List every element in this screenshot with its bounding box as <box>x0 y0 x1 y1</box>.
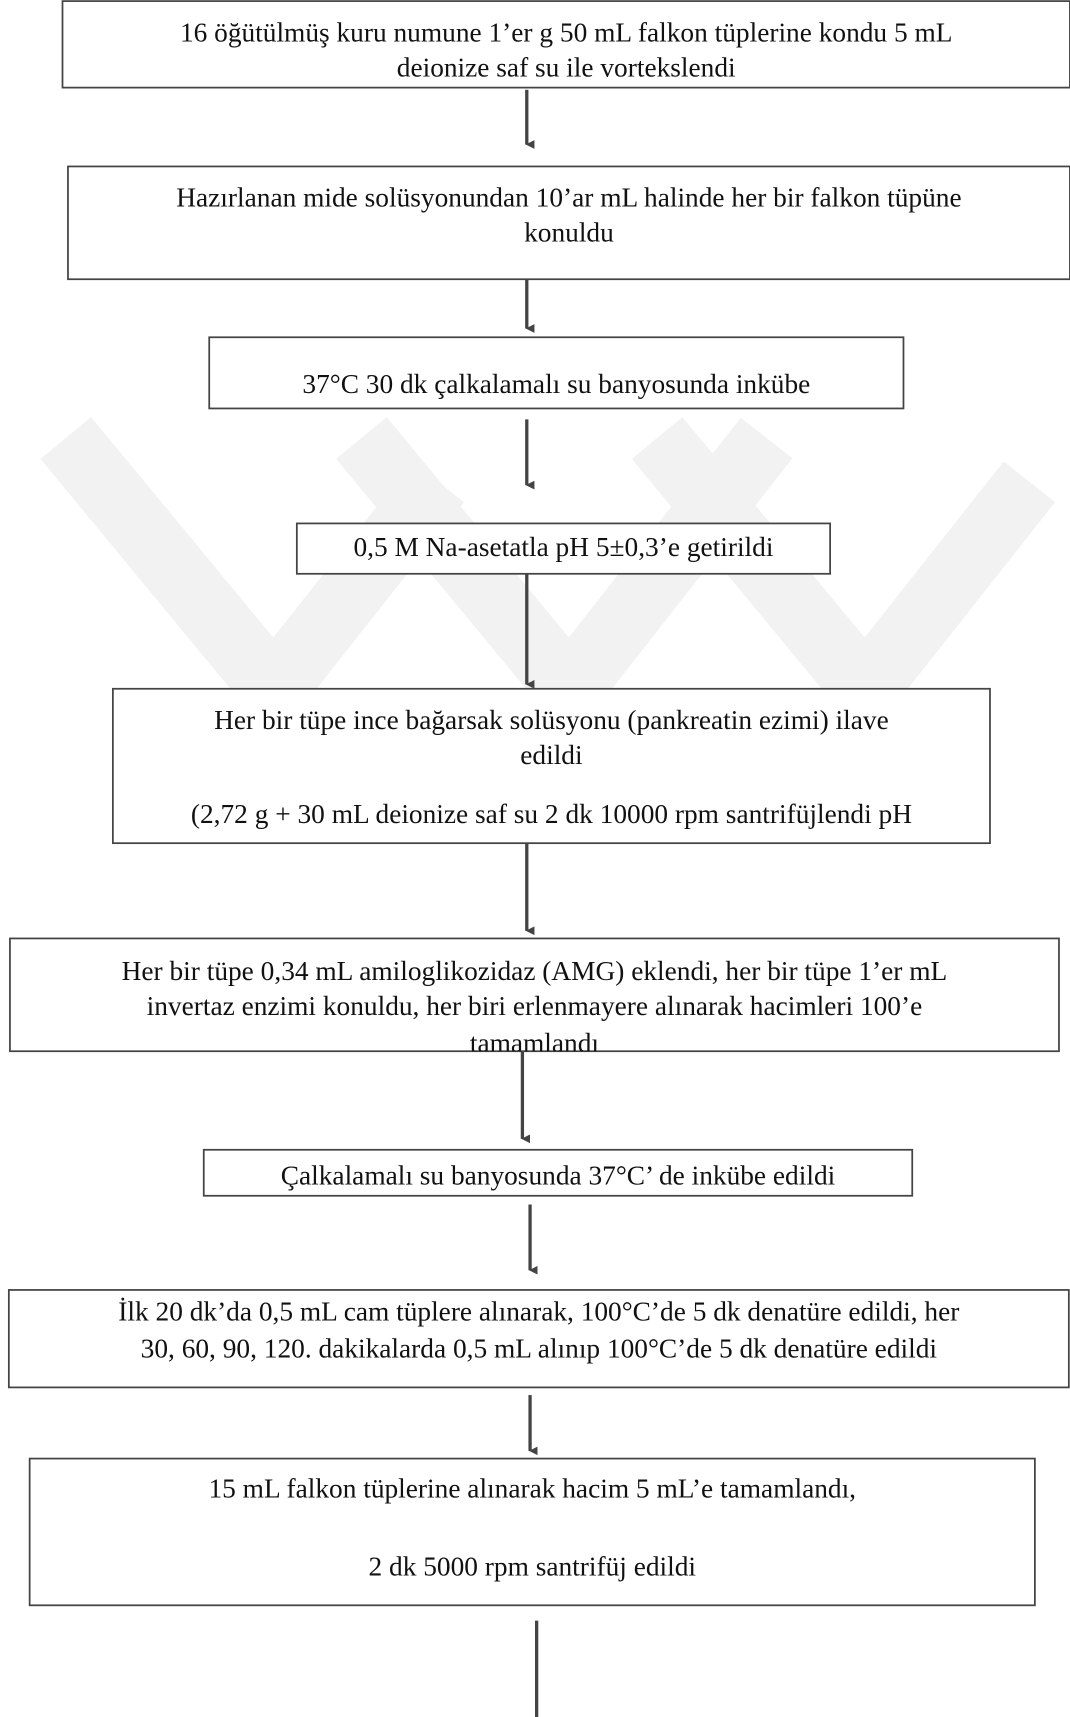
step-line: 0,5 M Na-asetatla pH 5±0,3’e getirildi <box>353 532 773 562</box>
step-line: 15 mL falkon tüplerine alınarak hacim 5 … <box>208 1474 856 1504</box>
step-line: invertaz enzimi konuldu, her biri erlenm… <box>147 991 923 1021</box>
step-line: edildi <box>520 740 583 770</box>
step-line: Her bir tüpe 0,34 mL amiloglikozidaz (AM… <box>122 956 948 986</box>
step-box <box>61 0 1070 89</box>
step-box <box>9 937 1060 1053</box>
step-box <box>202 1148 914 1197</box>
step: Her bir tüpe ince bağarsak solüsyonu (pa… <box>111 687 991 845</box>
step-line: Hazırlanan mide solüsyonundan 10’ar mL h… <box>176 183 961 213</box>
arrows <box>520 89 539 1717</box>
step: İlk 20 dk’da 0,5 mL cam tüplere alınarak… <box>7 1289 1070 1389</box>
step-text: Her bir tüpe 0,34 mL amiloglikozidaz (AM… <box>122 956 948 1058</box>
step-line: konuldu <box>524 218 614 248</box>
step-line: deionize saf su ile vortekslendi <box>397 52 736 82</box>
step: 0,5 M Na-asetatla pH 5±0,3’e getirildi <box>295 522 831 575</box>
step-line: Her bir tüpe ince bağarsak solüsyonu (pa… <box>214 705 889 735</box>
step-box <box>28 1457 1036 1607</box>
steps: 16 öğütülmüş kuru numune 1’er g 50 mL fa… <box>7 0 1070 1607</box>
step-line: 2 dk 5000 rpm santrifüj edildi <box>369 1551 697 1581</box>
step-box <box>7 1289 1070 1389</box>
step-line: tamamlandı <box>470 1028 600 1058</box>
step-box <box>208 336 905 410</box>
step: 37°C 30 dk çalkalamalı su banyosunda ink… <box>208 336 905 410</box>
step-box <box>67 165 1070 281</box>
step: Çalkalamalı su banyosunda 37°C’ de inküb… <box>202 1148 914 1197</box>
step-line: İlk 20 dk’da 0,5 mL cam tüplere alınarak… <box>118 1296 959 1326</box>
step-box <box>295 522 831 575</box>
step-text: Çalkalamalı su banyosunda 37°C’ de inküb… <box>281 1161 836 1191</box>
step-line: 16 öğütülmüş kuru numune 1’er g 50 mL fa… <box>180 17 953 47</box>
step: Her bir tüpe 0,34 mL amiloglikozidaz (AM… <box>9 937 1060 1058</box>
step-line: Çalkalamalı su banyosunda 37°C’ de inküb… <box>281 1161 836 1191</box>
step: Hazırlanan mide solüsyonundan 10’ar mL h… <box>67 165 1070 281</box>
step-box <box>111 687 991 845</box>
step-line: 37°C 30 dk çalkalamalı su banyosunda ink… <box>302 369 810 399</box>
step-line: 30, 60, 90, 120. dakikalarda 0,5 mL alın… <box>141 1334 938 1364</box>
step: 15 mL falkon tüplerine alınarak hacim 5 … <box>28 1457 1036 1607</box>
step: 16 öğütülmüş kuru numune 1’er g 50 mL fa… <box>61 0 1070 89</box>
step-line: (2,72 g + 30 mL deionize saf su 2 dk 100… <box>191 799 912 829</box>
